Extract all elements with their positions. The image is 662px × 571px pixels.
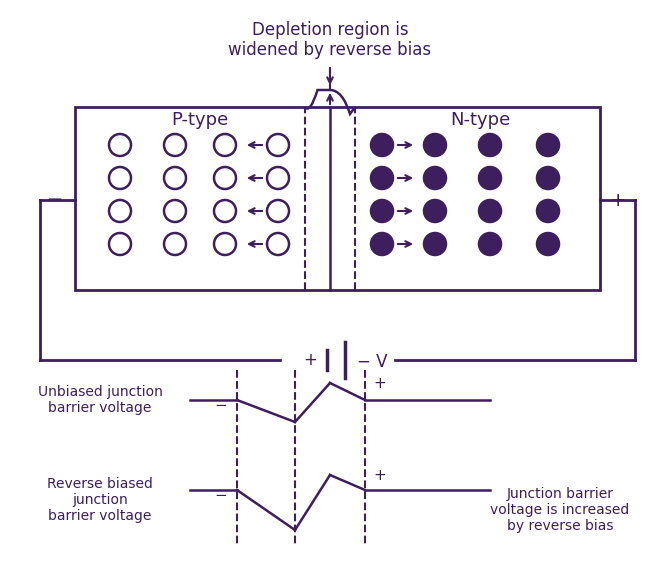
Text: +: +	[610, 191, 626, 210]
Circle shape	[267, 233, 289, 255]
Circle shape	[164, 233, 186, 255]
Text: Unbiased junction
barrier voltage: Unbiased junction barrier voltage	[38, 385, 162, 415]
Circle shape	[109, 233, 131, 255]
Circle shape	[164, 134, 186, 156]
Circle shape	[164, 167, 186, 189]
Text: −: −	[47, 191, 63, 210]
Circle shape	[371, 167, 393, 189]
Circle shape	[537, 200, 559, 222]
Circle shape	[479, 134, 501, 156]
Text: +: +	[303, 351, 317, 369]
Circle shape	[267, 167, 289, 189]
Circle shape	[537, 233, 559, 255]
Circle shape	[267, 200, 289, 222]
Circle shape	[479, 200, 501, 222]
Circle shape	[164, 200, 186, 222]
Text: N-type: N-type	[450, 111, 510, 129]
Circle shape	[479, 167, 501, 189]
Circle shape	[424, 233, 446, 255]
Circle shape	[109, 134, 131, 156]
Circle shape	[537, 134, 559, 156]
Circle shape	[424, 134, 446, 156]
Text: −: −	[214, 397, 227, 412]
Circle shape	[371, 200, 393, 222]
Text: Depletion region is
widened by reverse bias: Depletion region is widened by reverse b…	[228, 21, 432, 59]
Circle shape	[214, 200, 236, 222]
Text: +: +	[373, 376, 386, 391]
Circle shape	[214, 167, 236, 189]
Text: Reverse biased
junction
barrier voltage: Reverse biased junction barrier voltage	[47, 477, 153, 523]
Text: +: +	[373, 468, 386, 482]
Text: − V: − V	[357, 353, 387, 371]
Circle shape	[371, 233, 393, 255]
Circle shape	[214, 134, 236, 156]
Circle shape	[109, 200, 131, 222]
Text: Junction barrier
voltage is increased
by reverse bias: Junction barrier voltage is increased by…	[491, 487, 630, 533]
Circle shape	[109, 167, 131, 189]
Circle shape	[479, 233, 501, 255]
Bar	[75, 107, 600, 290]
Text: P-type: P-type	[171, 111, 228, 129]
Circle shape	[537, 167, 559, 189]
Text: −: −	[214, 488, 227, 502]
Circle shape	[267, 134, 289, 156]
Circle shape	[214, 233, 236, 255]
Circle shape	[424, 167, 446, 189]
Circle shape	[371, 134, 393, 156]
Circle shape	[424, 200, 446, 222]
